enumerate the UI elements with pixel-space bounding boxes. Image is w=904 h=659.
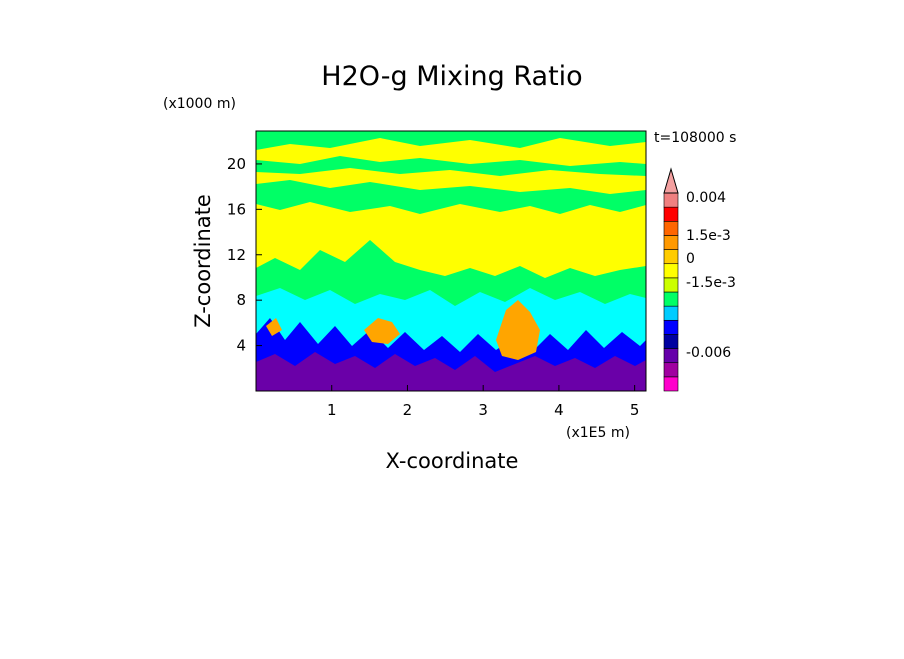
x-tick-label-1: 2: [403, 401, 413, 419]
colorbar: [663, 167, 679, 392]
colorbar-label-2: 0: [686, 251, 695, 267]
colorbar-swatch-1: [663, 362, 679, 378]
y-scale-label: (x1000 m): [163, 96, 236, 112]
colorbar-swatch-12: [663, 206, 679, 222]
y-tick-label-4: 20: [227, 155, 246, 173]
field-orange-2: [496, 300, 540, 360]
colorbar-swatch-11: [663, 220, 679, 236]
y-tick-label-3: 16: [227, 200, 246, 218]
colorbar-swatch-13: [663, 192, 679, 208]
colorbar-labels: 0.004 1.5e-3 0 -1.5e-3 -0.006: [686, 190, 736, 361]
x-axis-ticks: 1 2 3 4 5: [327, 385, 639, 419]
field-green-top: [256, 131, 646, 150]
x-tick-label-4: 5: [630, 401, 640, 419]
y-tick-label-2: 12: [227, 246, 246, 264]
field-green-band2: [256, 180, 646, 214]
field-orange-1: [364, 318, 400, 344]
field-green-band1: [256, 156, 646, 176]
colorbar-label-1: 1.5e-3: [686, 228, 731, 244]
x-tick-label-0: 1: [327, 401, 337, 419]
field-orange-3: [266, 318, 282, 336]
plot-frame: [255, 130, 647, 392]
y-tick-label-1: 8: [236, 291, 246, 309]
colorbar-swatch-5: [663, 305, 679, 321]
time-label: t=108000 s: [654, 130, 736, 146]
chart-title: H2O-g Mixing Ratio: [321, 61, 582, 92]
y-tick-label-0: 4: [236, 337, 246, 355]
y-axis-ticks: 4 8 12 16 20: [227, 155, 262, 355]
field-purple: [256, 352, 646, 391]
colorbar-swatch-2: [663, 348, 679, 364]
colorbar-swatch-3: [663, 334, 679, 349]
colorbar-label-4: -0.006: [686, 345, 731, 361]
x-axis-title: X-coordinate: [386, 449, 519, 473]
colorbar-extend-arrow: [663, 167, 679, 194]
plot-area: [256, 131, 646, 391]
colorbar-swatch-6: [663, 291, 679, 307]
colorbar-swatch-0: [663, 376, 679, 392]
colorbar-label-3: -1.5e-3: [686, 275, 736, 291]
x-tick-label-2: 3: [478, 401, 488, 419]
colorbar-swatch-4: [663, 319, 679, 335]
colorbar-swatch-7: [663, 277, 679, 293]
colorbar-swatch-8: [663, 263, 679, 279]
x-scale-label: (x1E5 m): [566, 425, 630, 441]
y-axis-title: Z-coordinate: [191, 194, 215, 328]
x-tick-label-3: 4: [554, 401, 564, 419]
colorbar-label-0: 0.004: [686, 190, 726, 206]
colorbar-swatch-10: [663, 235, 679, 250]
colorbar-swatch-9: [663, 249, 679, 265]
